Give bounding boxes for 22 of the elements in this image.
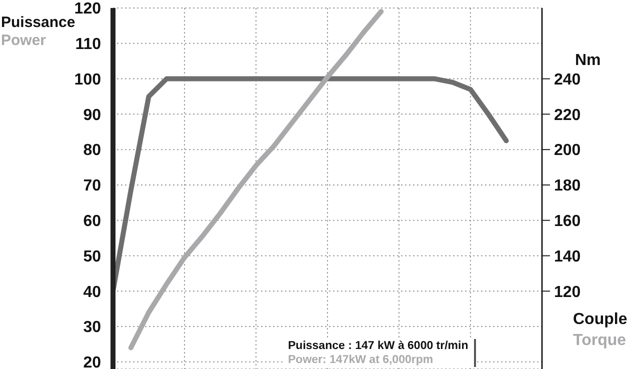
y2-tick-label: 120 (554, 284, 581, 301)
y-tick-label: 90 (83, 106, 102, 124)
y-tick-label: 70 (83, 178, 102, 195)
y-tick-label: 30 (83, 319, 102, 336)
y2-tick-label: 240 (554, 71, 581, 88)
annotation: Puissance : 147 kW à 6000 tr/min Power: 147kW at 6,000rpm (288, 339, 468, 367)
y2-tick-label: 140 (554, 248, 581, 266)
y-tick-label: 20 (83, 354, 102, 369)
y2-axis-title: Nm (575, 52, 601, 70)
y-tick-label: 120 (74, 0, 102, 18)
y-tick-label: 60 (83, 213, 102, 230)
text: Couple Torque (573, 310, 628, 351)
y2-tick-label: 160 (554, 213, 581, 230)
y-tick-label: 40 (83, 284, 102, 301)
y2-tick-label: 200 (554, 142, 581, 160)
y-tick-label: 50 (83, 248, 102, 266)
y-axis-title: Puissance Power (1, 14, 76, 50)
y2-tick-label: 220 (554, 106, 581, 124)
y-tick-label: 110 (75, 36, 102, 54)
y-tick-label: 80 (83, 142, 102, 160)
y-tick-label: 100 (74, 71, 102, 88)
y2-tick-label: 180 (554, 178, 581, 195)
